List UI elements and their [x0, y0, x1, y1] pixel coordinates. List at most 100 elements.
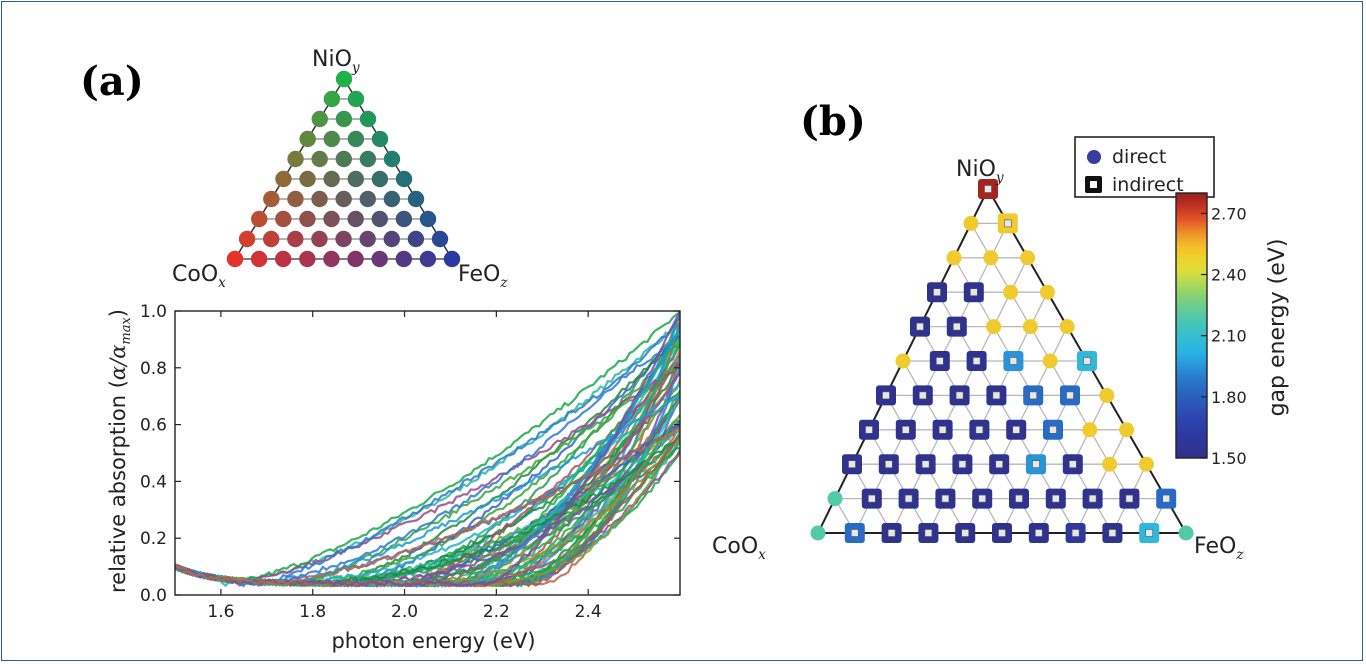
direct-gap-marker [1059, 319, 1075, 335]
composition-dot [359, 230, 376, 248]
composition-dot [299, 250, 316, 268]
composition-dot [419, 210, 437, 228]
direct-gap-marker [810, 525, 826, 541]
composition-dot [311, 110, 328, 128]
x-tick-label: 1.6 [207, 602, 234, 622]
direct-gap-marker [1020, 250, 1036, 266]
y-axis-label-prefix: relative absorption ( [106, 380, 130, 593]
y-axis-label-math: α/α [106, 345, 130, 380]
composition-dot [311, 150, 328, 168]
plot-frame [174, 310, 681, 596]
composition-dot [335, 110, 353, 128]
composition-dot [311, 190, 328, 208]
composition-dot [323, 210, 340, 228]
ternary-b-gridline [970, 223, 1150, 534]
indirect-gap-center [941, 494, 950, 503]
composition-dot [347, 90, 365, 108]
indirect-gap-center [995, 460, 1004, 469]
absorption-curve [175, 426, 680, 587]
indirect-gap-center [955, 391, 964, 400]
ternary-b-left-label-main: CoO [712, 534, 758, 559]
ternary-a-left-label-sub: x [218, 275, 226, 291]
composition-dot [347, 210, 364, 228]
composition-dot [347, 250, 364, 268]
composition-dot [287, 230, 304, 248]
ternary-a-left-label: CoOx [172, 262, 226, 291]
indirect-gap-center [918, 391, 927, 400]
legend-direct-label: direct [1112, 146, 1166, 168]
x-tick-label: 2.4 [575, 602, 602, 622]
ternary-b-top-label-main: NiO [956, 157, 996, 182]
indirect-gap-center [1071, 529, 1080, 537]
ternary-b-gridline [1075, 429, 1128, 534]
absorption-curve [175, 396, 680, 588]
indirect-gap-center [1049, 425, 1057, 434]
x-axis-label: photon energy (eV) [331, 629, 535, 653]
ternary-b-right-label: FeOz [1194, 534, 1244, 563]
y-tick-label: 0.2 [140, 529, 167, 549]
composition-dot [311, 230, 328, 248]
ternary-a: NiOy CoOx FeOz [172, 47, 508, 291]
indirect-gap-center [984, 185, 992, 193]
composition-dot [251, 210, 268, 228]
direct-gap-marker [827, 491, 843, 507]
indirect-gap-center [882, 391, 890, 400]
composition-dot [335, 150, 352, 168]
ternary-a-top-label-main: NiO [312, 47, 352, 72]
indirect-gap-center [938, 425, 947, 434]
composition-dot [299, 210, 316, 228]
panel-a-label: (a) [80, 58, 144, 105]
colorbar: 2.70 2.40 2.10 1.80 1.50 gap energy (eV) [1175, 192, 1290, 468]
indirect-gap-center [958, 460, 967, 469]
ternary-a-right-label-sub: z [499, 275, 508, 291]
absorption-curve [175, 335, 680, 587]
composition-dot [275, 250, 292, 268]
curves-group [175, 311, 680, 588]
colorbar-label: gap energy (eV) [1265, 239, 1290, 417]
ternary-a-left-label-main: CoO [172, 262, 218, 287]
direct-gap-marker [1099, 387, 1115, 403]
indirect-gap-center [904, 494, 913, 503]
composition-dot [275, 170, 292, 188]
colorbar-tick-label: 2.10 [1211, 327, 1247, 346]
composition-dot [371, 170, 389, 188]
direct-gap-marker [1178, 525, 1194, 541]
ternary-a-right-label-main: FeO [458, 262, 500, 287]
indirect-gap-center [933, 288, 941, 297]
ternary-b-gridline [868, 429, 929, 534]
indirect-gap-center [935, 357, 944, 365]
composition-dot [250, 250, 268, 268]
composition-dot [443, 250, 461, 268]
absorption-curve [175, 363, 680, 587]
legend: direct indirect [1074, 136, 1215, 198]
direct-gap-marker [895, 353, 911, 369]
ternary-b-top-label-sub: y [995, 170, 1004, 186]
x-tick-label: 2.2 [483, 602, 510, 622]
indirect-gap-center [1052, 494, 1060, 503]
composition-dot [431, 230, 449, 248]
composition-dot [395, 250, 412, 268]
absorption-curve [175, 396, 680, 588]
indirect-gap-center [1012, 425, 1021, 434]
indirect-gap-center [961, 529, 970, 537]
y-tick-label: 0.4 [140, 472, 167, 492]
indirect-gap-center [1125, 494, 1134, 503]
panel-b-label: (b) [800, 98, 866, 145]
indirect-gap-center [978, 494, 987, 503]
composition-dot [323, 130, 340, 148]
legend-direct-marker [1087, 150, 1101, 164]
composition-dot [263, 190, 280, 208]
indirect-gap-center [1083, 357, 1091, 365]
composition-dot [299, 170, 316, 188]
colorbar-tick-label: 1.50 [1211, 449, 1247, 468]
legend-indirect-label: indirect [1112, 174, 1184, 196]
indirect-gap-center [867, 494, 876, 503]
indirect-gap-center [1088, 494, 1097, 503]
y-axis-label-sub: max [119, 317, 134, 345]
indirect-gap-center [1009, 357, 1018, 365]
direct-gap-marker [1082, 422, 1098, 438]
indirect-gap-center [975, 425, 984, 434]
composition-dot [299, 130, 316, 148]
legend-box [1074, 136, 1215, 198]
ternary-b-right-label-main: FeO [1194, 534, 1236, 559]
